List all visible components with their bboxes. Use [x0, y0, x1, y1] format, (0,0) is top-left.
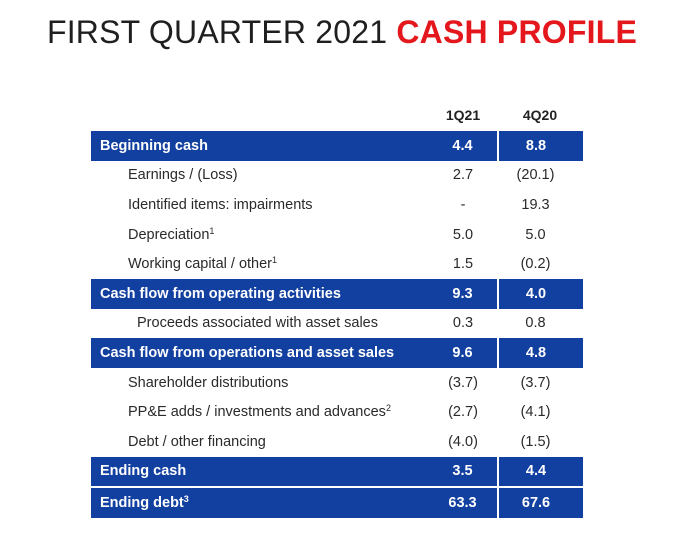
table-row: Ending debt3 63.3 67.6 — [91, 486, 583, 518]
table-row: Debt / other financing (4.0) (1.5) — [91, 427, 583, 457]
value-4q20: (1.5) — [520, 433, 551, 450]
row-label-text: Depreciation — [128, 226, 210, 243]
value-1q21: 3.5 — [428, 456, 498, 488]
row-label-text: Cash flow from operating activities — [100, 285, 341, 302]
value-4q20: 4.8 — [497, 338, 583, 368]
row-label: Ending debt3 — [91, 486, 428, 518]
value-1q21: 4.4 — [428, 131, 498, 161]
table-row: Earnings / (Loss) 2.7 (20.1) — [91, 161, 583, 191]
value-1q21: 1.5 — [452, 256, 474, 273]
value-4q20: 4.4 — [497, 456, 583, 488]
value-1q21: 0.3 — [452, 315, 474, 332]
row-label-text: Identified items: impairments — [128, 196, 313, 213]
value-4q20: 8.8 — [497, 131, 583, 161]
row-label-text: Proceeds associated with asset sales — [137, 315, 378, 332]
footnote-marker: 3 — [183, 493, 189, 504]
value-4q20: 19.3 — [521, 196, 550, 213]
row-label: Earnings / (Loss) — [91, 161, 428, 191]
row-label: Cash flow from operations and asset sale… — [91, 338, 428, 368]
row-label: Cash flow from operating activities — [91, 278, 428, 309]
row-label: PP&E adds / investments and advances2 — [91, 397, 428, 427]
row-label: Ending cash — [91, 456, 428, 488]
row-label-text: Shareholder distributions — [128, 374, 289, 391]
title-text: FIRST QUARTER 2021 — [46, 14, 388, 50]
value-4q20: (20.1) — [516, 167, 555, 184]
row-label-text: Ending cash — [100, 463, 187, 480]
table-row: Depreciation1 5.0 5.0 — [91, 220, 583, 250]
value-4q20: 67.6 — [497, 486, 583, 518]
footnote-marker: 2 — [385, 403, 391, 414]
value-1q21: - — [460, 196, 466, 213]
row-label-text: Cash flow from operations and asset sale… — [100, 344, 395, 361]
row-label: Shareholder distributions — [91, 368, 428, 398]
table-row: Ending cash 3.5 4.4 — [91, 456, 583, 488]
table-row: Beginning cash 4.4 8.8 — [91, 131, 583, 161]
value-4q20: (4.1) — [520, 404, 551, 421]
value-1q21: 9.6 — [428, 338, 498, 368]
footnote-marker: 1 — [209, 225, 215, 236]
value-4q20: (3.7) — [520, 374, 551, 391]
table-row: Shareholder distributions (3.7) (3.7) — [91, 368, 583, 398]
value-1q21: (2.7) — [448, 404, 478, 421]
row-label: Identified items: impairments — [91, 190, 428, 220]
row-label: Beginning cash — [91, 131, 428, 161]
row-label-text: Earnings / (Loss) — [128, 167, 238, 184]
row-label: Debt / other financing — [91, 427, 428, 457]
table-row: Identified items: impairments - 19.3 — [91, 190, 583, 220]
value-1q21: 5.0 — [452, 226, 474, 243]
table-row: PP&E adds / investments and advances2 (2.… — [91, 397, 583, 427]
value-1q21: 63.3 — [428, 486, 498, 518]
footnote-marker: 1 — [272, 255, 278, 266]
table-row: Cash flow from operating activities 9.3 4.… — [91, 278, 583, 309]
row-label-text: Debt / other financing — [128, 433, 266, 450]
column-header-1q21: 1Q21 — [445, 107, 481, 123]
table-row: Working capital / other1 1.5 (0.2) — [91, 249, 583, 279]
row-label-text: Working capital / other — [128, 256, 272, 273]
table-row: Proceeds associated with asset sales 0.3 0… — [91, 309, 583, 339]
cash-profile-table: Beginning cash 4.4 8.8 Earnings / (Loss) 2.7… — [91, 131, 583, 518]
row-label: Depreciation1 — [91, 220, 428, 250]
title-highlight: CASH PROFILE — [396, 14, 638, 50]
value-4q20: 5.0 — [525, 226, 546, 243]
value-1q21: 2.7 — [452, 167, 474, 184]
value-1q21: 9.3 — [428, 278, 498, 309]
row-label-text: Ending debt — [100, 494, 184, 511]
value-4q20: 4.0 — [497, 278, 583, 309]
value-1q21: (3.7) — [448, 374, 478, 391]
page-title: FIRST QUARTER 2021 CASH PROFILE — [0, 14, 684, 51]
row-label: Proceeds associated with asset sales — [91, 309, 428, 339]
row-label-text: PP&E adds / investments and advances — [128, 404, 386, 421]
row-label-text: Beginning cash — [100, 137, 208, 154]
value-1q21: (4.0) — [448, 433, 478, 450]
column-header-4q20: 4Q20 — [522, 107, 558, 123]
table-row: Cash flow from operations and asset sale… — [91, 338, 583, 368]
value-4q20: (0.2) — [520, 256, 551, 273]
row-label: Working capital / other1 — [91, 249, 428, 279]
value-4q20: 0.8 — [525, 315, 546, 332]
